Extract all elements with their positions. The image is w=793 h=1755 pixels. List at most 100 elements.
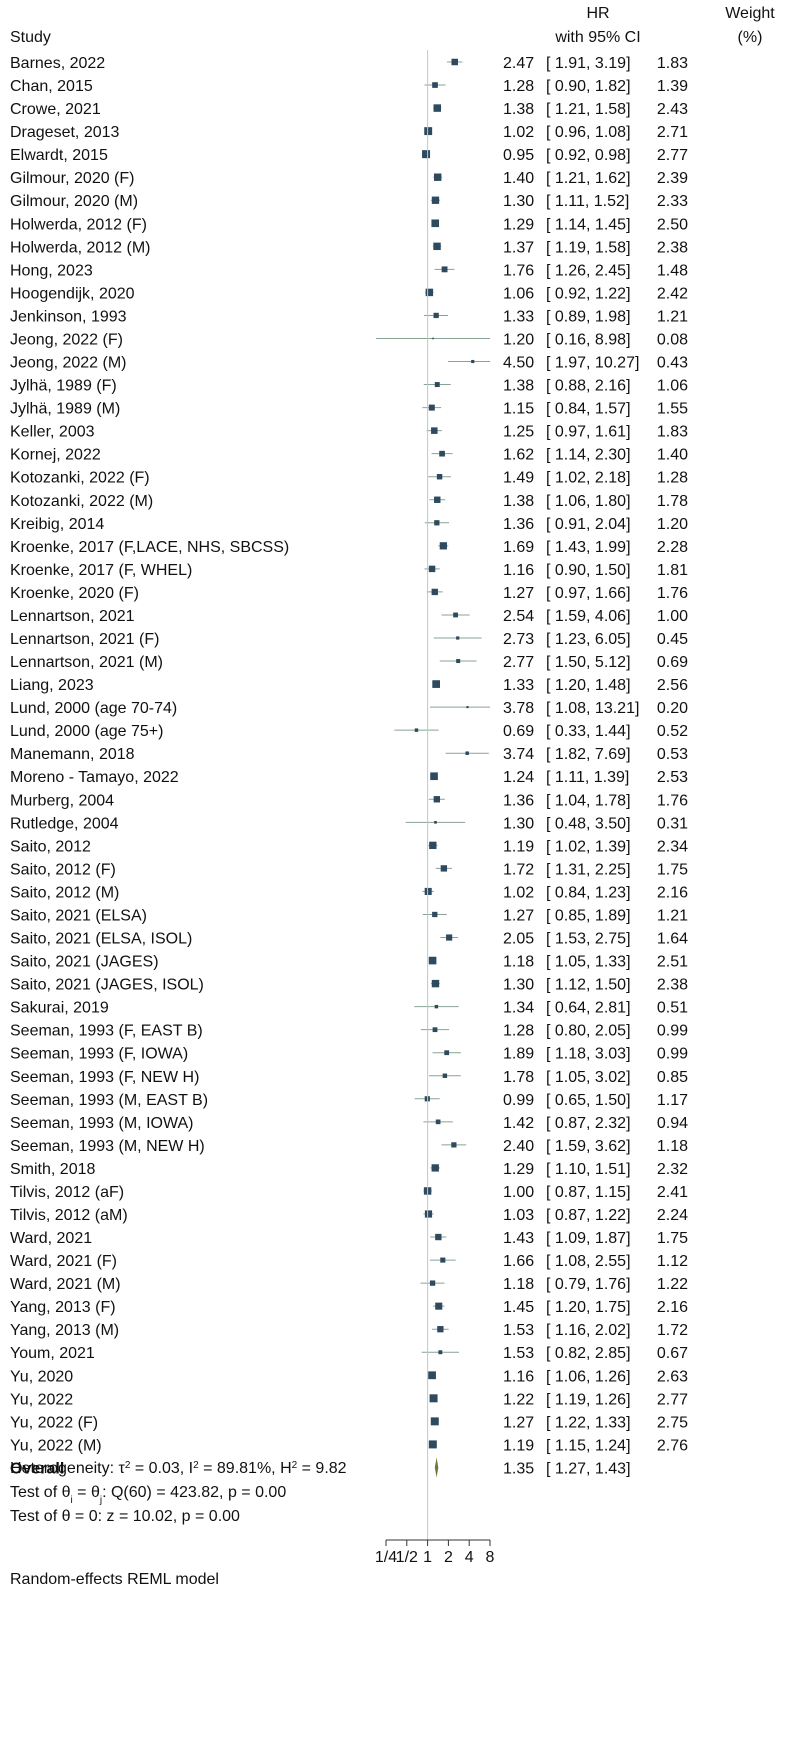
study-label: Jylhä, 1989 (M) — [10, 401, 120, 418]
study-hr-ci: 1.00[ 0.87, 1.15] — [503, 1184, 631, 1201]
study-row: Tilvis, 2012 (aM) 1.03[ 0.87, 1.22] 2.24 — [10, 1207, 688, 1224]
study-marker — [432, 680, 441, 688]
x-tick-label: 1 — [423, 1549, 432, 1566]
header-hr-ci: with 95% CI — [554, 29, 640, 46]
overall-row: Overall 1.35[ 1.27, 1.43] — [10, 1457, 631, 1478]
study-weight: 0.51 — [657, 1000, 688, 1017]
study-hr-ci: 2.54[ 1.59, 4.06] — [503, 608, 631, 625]
study-hr-ci: 1.18[ 0.79, 1.76] — [503, 1276, 631, 1293]
overall-label: Overall — [10, 1460, 64, 1477]
study-row: Jeong, 2022 (F) 1.20[ 0.16, 8.98] 0.08 — [10, 331, 688, 348]
study-label: Saito, 2012 (F) — [10, 861, 116, 878]
study-marker — [451, 58, 458, 66]
study-marker — [428, 1440, 437, 1449]
study-row: Elwardt, 2015 0.95[ 0.92, 0.98] 2.77 — [10, 147, 688, 164]
study-marker — [435, 1119, 441, 1125]
study-row: Kroenke, 2017 (F, WHEL) 1.16[ 0.90, 1.50]… — [10, 562, 688, 579]
study-weight: 2.32 — [657, 1161, 688, 1178]
study-label: Sakurai, 2019 — [10, 1000, 109, 1017]
study-label: Holwerda, 2012 (M) — [10, 239, 151, 256]
study-row: Seeman, 1993 (M, IOWA) 1.42[ 0.87, 2.32] 0… — [10, 1115, 688, 1132]
study-weight: 1.48 — [657, 262, 688, 279]
study-marker — [433, 796, 441, 803]
study-label: Saito, 2021 (JAGES) — [10, 954, 159, 971]
study-marker — [428, 956, 437, 965]
study-marker — [432, 82, 438, 88]
header-hr: HR — [586, 5, 609, 22]
study-label: Hong, 2023 — [10, 262, 93, 279]
study-hr-ci: 0.69[ 0.33, 1.44] — [503, 723, 631, 740]
study-hr-ci: 1.38[ 0.88, 2.16] — [503, 378, 631, 395]
study-label: Gilmour, 2020 (F) — [10, 170, 134, 187]
study-label: Jeong, 2022 (F) — [10, 331, 123, 348]
study-row: Kroenke, 2020 (F) 1.27[ 0.97, 1.66] 1.76 — [10, 585, 688, 602]
study-row: Seeman, 1993 (F, IOWA) 1.89[ 1.18, 3.03] 0… — [10, 1046, 688, 1063]
study-hr-ci: 1.53[ 1.16, 2.02] — [503, 1322, 631, 1339]
study-hr-ci: 1.02[ 0.96, 1.08] — [503, 124, 631, 141]
study-hr-ci: 1.19[ 1.15, 1.24] — [503, 1437, 631, 1454]
study-label: Lund, 2000 (age 75+) — [10, 723, 163, 740]
study-marker — [435, 1302, 443, 1310]
x-tick-label: 8 — [486, 1549, 495, 1566]
study-label: Chan, 2015 — [10, 78, 93, 95]
study-marker — [429, 1280, 436, 1286]
study-marker — [441, 266, 448, 273]
study-hr-ci: 1.62[ 1.14, 2.30] — [503, 447, 631, 464]
study-weight: 1.21 — [657, 907, 688, 924]
study-hr-ci: 2.77[ 1.50, 5.12] — [503, 654, 631, 671]
study-label: Saito, 2021 (ELSA) — [10, 907, 147, 924]
study-row: Crowe, 2021 1.38[ 1.21, 1.58] 2.43 — [10, 101, 688, 118]
study-marker — [429, 1394, 438, 1403]
study-hr-ci: 1.28[ 0.80, 2.05] — [503, 1023, 631, 1040]
study-marker — [465, 751, 469, 755]
study-weight: 2.76 — [657, 1437, 688, 1454]
study-row: Seeman, 1993 (M, EAST B) 0.99[ 0.65, 1.50… — [10, 1092, 688, 1109]
study-row: Moreno - Tamayo, 2022 1.24[ 1.11, 1.39] 2.… — [10, 769, 688, 786]
study-row: Kotozanki, 2022 (M) 1.38[ 1.06, 1.80] 1.78 — [10, 493, 688, 510]
study-marker — [433, 242, 441, 251]
study-label: Ward, 2021 (F) — [10, 1253, 117, 1270]
study-hr-ci: 1.27[ 1.22, 1.33] — [503, 1414, 631, 1431]
study-label: Lund, 2000 (age 70-74) — [10, 700, 177, 717]
study-label: Yang, 2013 (M) — [10, 1322, 119, 1339]
heterogeneity-stats: Heterogeneity: τ2 = 0.03, I2 = 89.81%, H… — [10, 1460, 347, 1478]
study-hr-ci: 1.18[ 1.05, 1.33] — [503, 954, 631, 971]
study-label: Manemann, 2018 — [10, 746, 135, 763]
study-label: Moreno - Tamayo, 2022 — [10, 769, 179, 786]
study-weight: 0.08 — [657, 331, 688, 348]
study-hr-ci: 1.42[ 0.87, 2.32] — [503, 1115, 631, 1132]
study-label: Yu, 2022 (M) — [10, 1437, 102, 1454]
study-marker — [435, 1233, 442, 1241]
study-marker — [434, 382, 440, 388]
study-marker — [471, 359, 475, 364]
study-row: Yang, 2013 (F) 1.45[ 1.20, 1.75] 2.16 — [10, 1299, 688, 1316]
study-row: Chan, 2015 1.28[ 0.90, 1.82] 1.39 — [10, 78, 688, 95]
study-marker — [431, 1164, 439, 1172]
study-marker — [437, 1326, 444, 1333]
study-row: Sakurai, 2019 1.34[ 0.64, 2.81] 0.51 — [10, 1000, 688, 1017]
study-weight: 2.28 — [657, 539, 688, 556]
study-label: Barnes, 2022 — [10, 55, 105, 72]
study-label: Jeong, 2022 (M) — [10, 355, 127, 372]
study-row: Yang, 2013 (M) 1.53[ 1.16, 2.02] 1.72 — [10, 1322, 688, 1339]
study-marker — [451, 1142, 457, 1148]
study-row: Saito, 2012 (F) 1.72[ 1.31, 2.25] 1.75 — [10, 861, 688, 878]
study-hr-ci: 1.19[ 1.02, 1.39] — [503, 838, 631, 855]
study-weight: 2.63 — [657, 1368, 688, 1385]
study-hr-ci: 1.29[ 1.14, 1.45] — [503, 216, 631, 233]
study-hr-ci: 1.45[ 1.20, 1.75] — [503, 1299, 631, 1316]
header-weight: Weight — [725, 5, 775, 22]
study-marker — [439, 542, 447, 550]
study-weight: 1.18 — [657, 1138, 688, 1155]
study-marker — [428, 565, 436, 573]
study-weight: 1.12 — [657, 1253, 688, 1270]
study-weight: 0.20 — [657, 700, 688, 717]
study-hr-ci: 1.30[ 1.12, 1.50] — [503, 977, 631, 994]
study-weight: 0.52 — [657, 723, 688, 740]
study-weight: 1.17 — [657, 1092, 688, 1109]
study-hr-ci: 1.06[ 0.92, 1.22] — [503, 285, 631, 302]
study-row: Gilmour, 2020 (F) 1.40[ 1.21, 1.62] 2.39 — [10, 170, 688, 187]
study-marker — [433, 173, 442, 181]
study-hr-ci: 4.50[ 1.97, 10.27] — [503, 355, 639, 372]
study-weight: 1.72 — [657, 1322, 688, 1339]
